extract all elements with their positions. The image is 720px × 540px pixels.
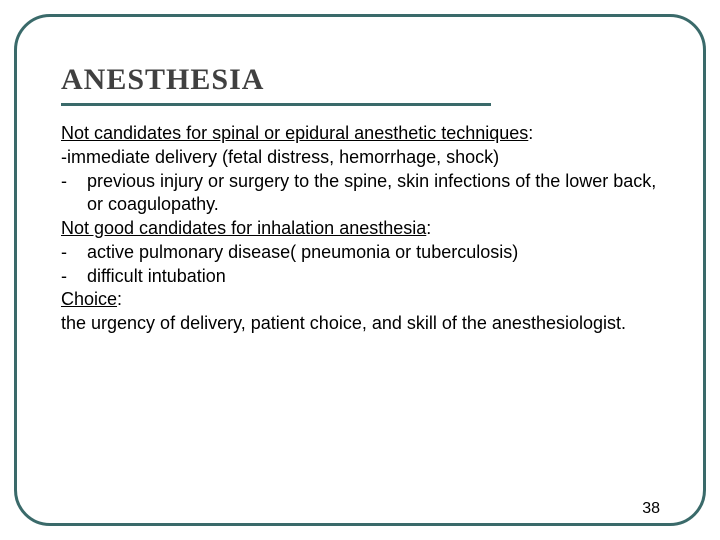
title-underline-rule <box>61 103 491 106</box>
bullet-intubation: - difficult intubation <box>61 265 669 289</box>
heading-inhalation-text: Not good candidates for inhalation anest… <box>61 218 426 238</box>
bullet-pulmonary: - active pulmonary disease( pneumonia or… <box>61 241 669 265</box>
choice-description: the urgency of delivery, patient choice,… <box>61 312 669 336</box>
heading-choice: Choice: <box>61 288 669 312</box>
heading-choice-text: Choice <box>61 289 117 309</box>
slide-title: ANESTHESIA <box>61 63 669 97</box>
bullet-intubation-text: difficult intubation <box>87 265 669 289</box>
line-immediate-delivery: -immediate delivery (fetal distress, hem… <box>61 146 669 170</box>
heading-spinal-epidural-text: Not candidates for spinal or epidural an… <box>61 123 528 143</box>
bullet-previous-injury: - previous injury or surgery to the spin… <box>61 170 669 218</box>
slide-body: Not candidates for spinal or epidural an… <box>61 122 669 336</box>
heading-inhalation: Not good candidates for inhalation anest… <box>61 217 669 241</box>
bullet-dash-icon: - <box>61 170 87 218</box>
slide-frame: ANESTHESIA Not candidates for spinal or … <box>14 14 706 526</box>
heading-spinal-epidural: Not candidates for spinal or epidural an… <box>61 122 669 146</box>
page-number: 38 <box>642 500 660 518</box>
bullet-pulmonary-text: active pulmonary disease( pneumonia or t… <box>87 241 669 265</box>
bullet-dash-icon: - <box>61 265 87 289</box>
bullet-dash-icon: - <box>61 241 87 265</box>
bullet-previous-injury-text: previous injury or surgery to the spine,… <box>87 170 669 218</box>
